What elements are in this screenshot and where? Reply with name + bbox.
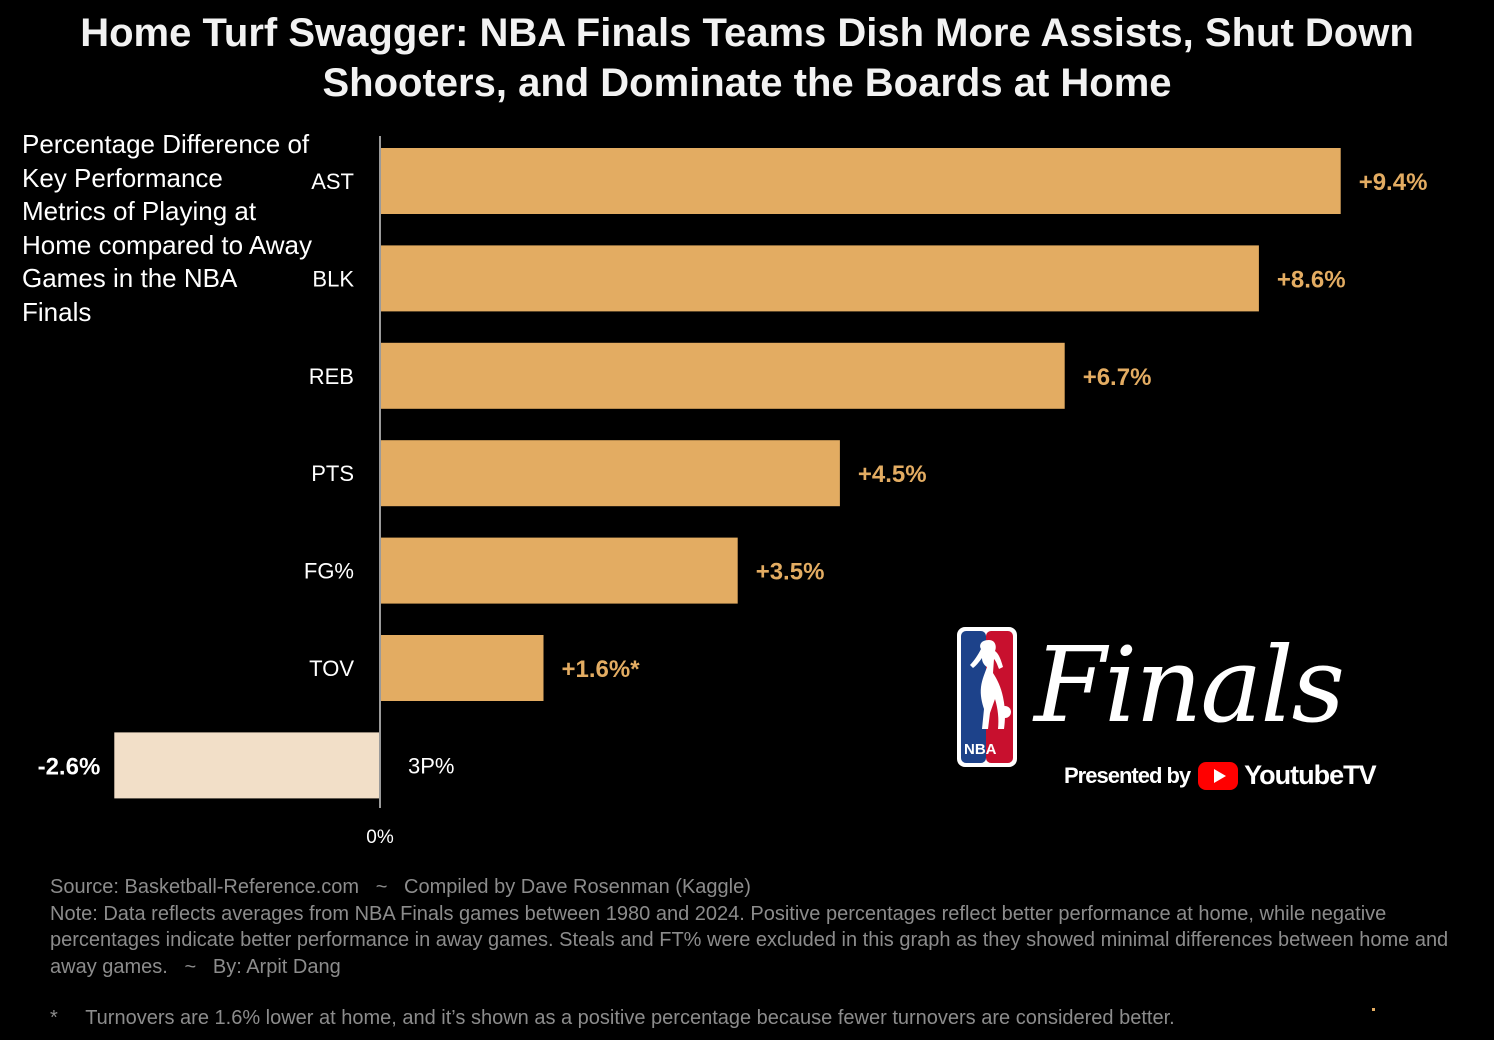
youtube-play-icon bbox=[1198, 761, 1239, 790]
presented-by: Presented by YoutubeTV bbox=[1064, 760, 1377, 791]
note-text: Note: Data reflects averages from NBA Fi… bbox=[50, 902, 1454, 978]
category-label: 3P% bbox=[408, 753, 454, 778]
data-label: +4.5% bbox=[858, 461, 927, 488]
bar-tov bbox=[380, 635, 544, 701]
bar-ast bbox=[380, 148, 1341, 214]
data-label: -2.6% bbox=[38, 753, 101, 780]
source-line: Source: Basketball-Reference.com ~ Compi… bbox=[50, 876, 751, 898]
category-label: AST bbox=[311, 169, 354, 194]
nba-shield-text: NBA bbox=[964, 741, 997, 758]
chart-subtitle: Percentage Difference of Key Performance… bbox=[22, 129, 312, 327]
nba-logo-icon: NBA bbox=[957, 627, 1017, 767]
category-label: REB bbox=[309, 364, 354, 389]
zero-tick-label: 0% bbox=[366, 827, 394, 848]
data-label: +8.6% bbox=[1277, 266, 1346, 293]
bar-3p-pct bbox=[114, 732, 381, 799]
bar-reb bbox=[380, 342, 1065, 409]
category-label: PTS bbox=[311, 461, 354, 486]
data-label: +1.6%* bbox=[562, 656, 641, 683]
chart-footer: Source: Basketball-Reference.com ~ Compi… bbox=[50, 874, 1470, 980]
finals-wordmark: Finals bbox=[1034, 624, 1345, 746]
decorative-dot bbox=[1372, 1008, 1375, 1011]
bar-chart: AST +9.4% BLK +8.6% REB +6.7% PTS +4.5% FG% +3.5%… bbox=[38, 136, 1428, 848]
bar-blk bbox=[380, 245, 1259, 312]
bar-pts bbox=[380, 440, 840, 507]
bar-fg-pct bbox=[380, 537, 738, 604]
data-label: +9.4% bbox=[1359, 169, 1428, 196]
presented-by-label: Presented by bbox=[1064, 762, 1191, 788]
footnote: * Turnovers are 1.6% lower at home, and … bbox=[50, 1007, 1175, 1029]
data-label: +3.5% bbox=[756, 559, 825, 586]
category-label: FG% bbox=[304, 559, 354, 584]
category-label: BLK bbox=[312, 266, 354, 291]
data-label: +6.7% bbox=[1083, 364, 1152, 391]
youtube-tv-brand: YoutubeTV bbox=[1244, 760, 1376, 790]
finals-logo: NBA Finals Presented by YoutubeTV bbox=[956, 626, 1377, 796]
chart-title: Home Turf Swagger: NBA Finals Teams Dish… bbox=[80, 11, 1414, 105]
category-label: TOV bbox=[309, 656, 354, 681]
